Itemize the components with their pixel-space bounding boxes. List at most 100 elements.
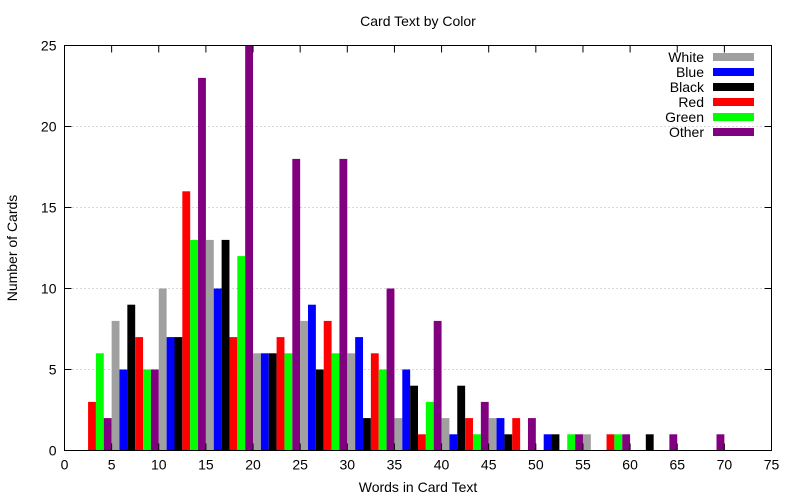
bar-white-5 (111, 320, 120, 451)
bar-other-40 (480, 401, 489, 451)
bar-blue-30 (355, 337, 364, 451)
x-tick-label: 70 (717, 457, 733, 473)
bar-white-30 (347, 353, 356, 451)
bar-other-50 (575, 434, 583, 451)
bars (88, 45, 725, 451)
x-tick-label: 0 (61, 457, 69, 473)
bar-blue-20 (260, 353, 269, 451)
bar-red-45 (512, 418, 521, 451)
bar-red-40 (465, 418, 473, 451)
bar-blue-35 (402, 369, 411, 451)
legend-label-red: Red (678, 94, 704, 110)
plot-frame (64, 45, 772, 451)
x-tick-label: 5 (108, 457, 116, 473)
bar-white-15 (205, 239, 214, 451)
bar-red-35 (418, 434, 426, 451)
bar-black-20 (268, 353, 277, 451)
bar-green-20 (284, 353, 293, 451)
bar-green-40 (472, 434, 481, 451)
bar-blue-10 (166, 337, 175, 451)
bar-green-30 (378, 369, 387, 451)
bar-green-25 (331, 353, 340, 451)
bar-green-50 (567, 434, 576, 451)
bar-green-15 (237, 256, 246, 451)
bar-black-15 (221, 239, 230, 451)
x-tick-label: 65 (669, 457, 685, 473)
bar-blue-45 (496, 418, 505, 451)
bar-white-10 (158, 288, 167, 451)
bar-red-20 (276, 337, 285, 451)
gridlines (64, 126, 772, 370)
bar-green-35 (425, 401, 434, 451)
bar-red-15 (229, 337, 238, 451)
x-axis-label: Words in Card Text (359, 479, 478, 495)
legend-label-blue: Blue (676, 64, 704, 80)
legend-label-other: Other (669, 124, 704, 140)
bar-black-35 (410, 385, 418, 451)
bar-white-40 (441, 418, 450, 451)
x-tick-label: 50 (528, 457, 544, 473)
y-tick-label: 15 (41, 200, 57, 216)
x-tick-label: 25 (292, 457, 308, 473)
x-tick-label: 45 (481, 457, 497, 473)
bar-black-10 (174, 337, 183, 451)
axis-ticks: 0 5 10 15 20 25 0 5 10 15 20 25 30 35 40 45 50 55 60 65 70 75 (41, 38, 780, 473)
bar-blue-40 (449, 434, 458, 451)
x-tick-label: 40 (434, 457, 450, 473)
bar-other-35 (433, 320, 442, 451)
legend-label-green: Green (665, 109, 704, 125)
x-tick-label: 20 (245, 457, 261, 473)
x-tick-label: 10 (151, 457, 167, 473)
y-tick-label: 25 (41, 38, 57, 54)
bar-white-55 (582, 434, 591, 451)
x-tick-label: 30 (340, 457, 356, 473)
bar-red-25 (323, 320, 332, 451)
bar-white-20 (253, 353, 261, 451)
legend-swatch-green (713, 113, 754, 121)
bar-green-0 (95, 353, 104, 451)
chart-title: Card Text by Color (360, 13, 476, 29)
bar-blue-25 (308, 304, 316, 451)
bar-blue-15 (213, 288, 222, 451)
bar-other-55 (622, 434, 631, 451)
bar-white-25 (300, 320, 309, 451)
bar-other-45 (527, 418, 536, 451)
y-tick-label: 20 (41, 119, 57, 135)
bar-green-10 (190, 239, 199, 451)
legend-swatch-red (713, 98, 754, 106)
bar-other-30 (386, 288, 395, 451)
bar-black-40 (457, 385, 466, 451)
bar-other-25 (339, 158, 348, 451)
bar-red-0 (88, 401, 96, 451)
bar-black-50 (551, 434, 560, 451)
legend-label-white: White (668, 49, 704, 65)
bar-black-45 (504, 434, 513, 451)
x-tick-label: 75 (764, 457, 780, 473)
bar-blue-5 (119, 369, 128, 451)
bar-black-25 (315, 369, 324, 451)
bar-red-10 (182, 191, 191, 451)
bar-black-30 (363, 418, 371, 451)
bar-other-10 (198, 77, 206, 451)
y-tick-label: 10 (41, 281, 57, 297)
bar-green-5 (143, 369, 151, 451)
bar-other-15 (245, 45, 254, 451)
bar-green-55 (614, 434, 623, 451)
y-tick-label: 5 (49, 362, 57, 378)
bar-black-5 (127, 304, 136, 451)
bar-other-60 (669, 434, 678, 451)
legend-swatch-white (713, 53, 754, 61)
legend-swatch-other (713, 128, 754, 136)
y-tick-label: 0 (49, 443, 57, 459)
legend-swatch-black (713, 83, 754, 91)
y-axis-label: Number of Cards (4, 195, 20, 302)
legend-label-black: Black (670, 79, 705, 95)
bar-blue-50 (543, 434, 552, 451)
x-tick-label: 15 (198, 457, 214, 473)
bar-black-60 (645, 434, 654, 451)
bar-other-20 (292, 158, 301, 451)
x-tick-label: 35 (387, 457, 403, 473)
bar-other-0 (103, 418, 112, 451)
